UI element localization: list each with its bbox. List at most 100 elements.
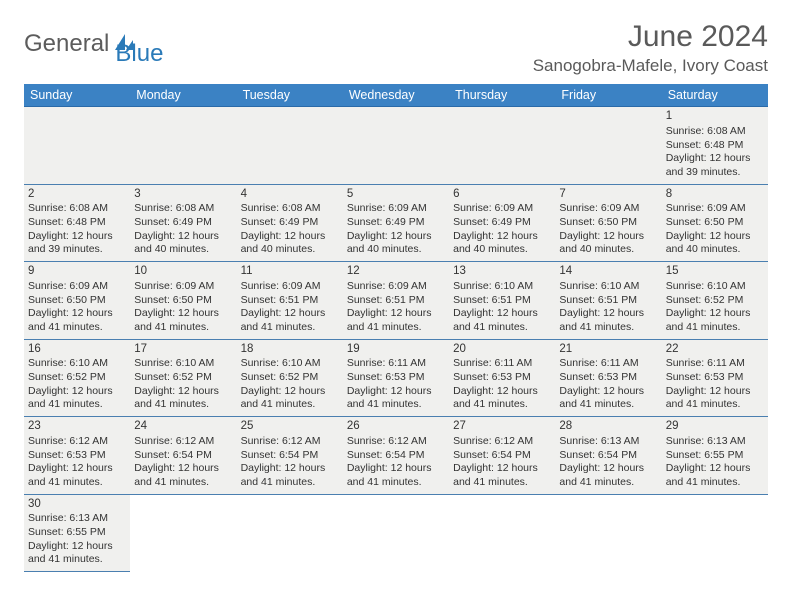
calendar-table: Sunday Monday Tuesday Wednesday Thursday… — [24, 84, 768, 572]
week-row: 30Sunrise: 6:13 AMSunset: 6:55 PMDayligh… — [24, 494, 768, 572]
week-row: 2Sunrise: 6:08 AMSunset: 6:48 PMDaylight… — [24, 184, 768, 262]
sunset-line: Sunset: 6:50 PM — [28, 294, 126, 308]
sunrise-line: Sunrise: 6:09 AM — [28, 280, 126, 294]
day-cell: 2Sunrise: 6:08 AMSunset: 6:48 PMDaylight… — [24, 184, 130, 262]
daylight-line: Daylight: 12 hours and 41 minutes. — [666, 462, 764, 489]
day-cell — [343, 494, 449, 572]
col-wednesday: Wednesday — [343, 84, 449, 107]
sunrise-line: Sunrise: 6:10 AM — [241, 357, 339, 371]
daylight-line: Daylight: 12 hours and 41 minutes. — [241, 462, 339, 489]
sunrise-line: Sunrise: 6:08 AM — [134, 202, 232, 216]
sunrise-line: Sunrise: 6:08 AM — [666, 125, 764, 139]
day-number: 10 — [134, 264, 232, 279]
sunrise-line: Sunrise: 6:12 AM — [28, 435, 126, 449]
day-cell: 22Sunrise: 6:11 AMSunset: 6:53 PMDayligh… — [662, 339, 768, 417]
month-title: June 2024 — [533, 20, 768, 54]
day-cell: 13Sunrise: 6:10 AMSunset: 6:51 PMDayligh… — [449, 262, 555, 340]
sunrise-line: Sunrise: 6:09 AM — [347, 280, 445, 294]
sunset-line: Sunset: 6:50 PM — [559, 216, 657, 230]
brand-main: General — [24, 30, 109, 58]
day-cell: 26Sunrise: 6:12 AMSunset: 6:54 PMDayligh… — [343, 417, 449, 495]
sunset-line: Sunset: 6:52 PM — [134, 371, 232, 385]
sunrise-line: Sunrise: 6:09 AM — [134, 280, 232, 294]
day-number: 30 — [28, 497, 126, 512]
col-monday: Monday — [130, 84, 236, 107]
sunset-line: Sunset: 6:52 PM — [666, 294, 764, 308]
sunset-line: Sunset: 6:54 PM — [241, 449, 339, 463]
daylight-line: Daylight: 12 hours and 41 minutes. — [28, 385, 126, 412]
sunset-line: Sunset: 6:54 PM — [559, 449, 657, 463]
day-cell: 16Sunrise: 6:10 AMSunset: 6:52 PMDayligh… — [24, 339, 130, 417]
daylight-line: Daylight: 12 hours and 41 minutes. — [241, 307, 339, 334]
day-number: 9 — [28, 264, 126, 279]
day-number: 14 — [559, 264, 657, 279]
sunset-line: Sunset: 6:55 PM — [28, 526, 126, 540]
day-number: 3 — [134, 187, 232, 202]
sunrise-line: Sunrise: 6:12 AM — [453, 435, 551, 449]
day-cell — [130, 107, 236, 185]
col-tuesday: Tuesday — [237, 84, 343, 107]
brand-logo: General Blue — [24, 20, 163, 68]
sunrise-line: Sunrise: 6:11 AM — [347, 357, 445, 371]
day-number: 1 — [666, 109, 764, 124]
sunrise-line: Sunrise: 6:10 AM — [666, 280, 764, 294]
day-cell: 18Sunrise: 6:10 AMSunset: 6:52 PMDayligh… — [237, 339, 343, 417]
day-cell: 14Sunrise: 6:10 AMSunset: 6:51 PMDayligh… — [555, 262, 661, 340]
daylight-line: Daylight: 12 hours and 41 minutes. — [28, 462, 126, 489]
daylight-line: Daylight: 12 hours and 41 minutes. — [134, 385, 232, 412]
daylight-line: Daylight: 12 hours and 41 minutes. — [453, 462, 551, 489]
day-number: 8 — [666, 187, 764, 202]
day-number: 27 — [453, 419, 551, 434]
daylight-line: Daylight: 12 hours and 41 minutes. — [666, 385, 764, 412]
sunset-line: Sunset: 6:49 PM — [241, 216, 339, 230]
daylight-line: Daylight: 12 hours and 40 minutes. — [241, 230, 339, 257]
sunset-line: Sunset: 6:52 PM — [28, 371, 126, 385]
day-number: 20 — [453, 342, 551, 357]
weekday-header-row: Sunday Monday Tuesday Wednesday Thursday… — [24, 84, 768, 107]
day-number: 17 — [134, 342, 232, 357]
col-sunday: Sunday — [24, 84, 130, 107]
sunset-line: Sunset: 6:52 PM — [241, 371, 339, 385]
day-number: 16 — [28, 342, 126, 357]
day-number: 29 — [666, 419, 764, 434]
day-number: 2 — [28, 187, 126, 202]
daylight-line: Daylight: 12 hours and 40 minutes. — [134, 230, 232, 257]
day-cell: 1Sunrise: 6:08 AMSunset: 6:48 PMDaylight… — [662, 107, 768, 185]
sunrise-line: Sunrise: 6:08 AM — [28, 202, 126, 216]
day-cell: 29Sunrise: 6:13 AMSunset: 6:55 PMDayligh… — [662, 417, 768, 495]
daylight-line: Daylight: 12 hours and 41 minutes. — [134, 307, 232, 334]
day-number: 19 — [347, 342, 445, 357]
daylight-line: Daylight: 12 hours and 41 minutes. — [453, 307, 551, 334]
sunrise-line: Sunrise: 6:10 AM — [559, 280, 657, 294]
daylight-line: Daylight: 12 hours and 40 minutes. — [347, 230, 445, 257]
day-cell: 17Sunrise: 6:10 AMSunset: 6:52 PMDayligh… — [130, 339, 236, 417]
daylight-line: Daylight: 12 hours and 39 minutes. — [666, 152, 764, 179]
sunset-line: Sunset: 6:51 PM — [347, 294, 445, 308]
sunrise-line: Sunrise: 6:10 AM — [28, 357, 126, 371]
sunrise-line: Sunrise: 6:13 AM — [666, 435, 764, 449]
daylight-line: Daylight: 12 hours and 41 minutes. — [28, 540, 126, 567]
day-number: 7 — [559, 187, 657, 202]
day-number: 24 — [134, 419, 232, 434]
day-number: 28 — [559, 419, 657, 434]
daylight-line: Daylight: 12 hours and 41 minutes. — [347, 307, 445, 334]
day-number: 15 — [666, 264, 764, 279]
day-cell: 30Sunrise: 6:13 AMSunset: 6:55 PMDayligh… — [24, 494, 130, 572]
col-saturday: Saturday — [662, 84, 768, 107]
day-number: 18 — [241, 342, 339, 357]
day-number: 4 — [241, 187, 339, 202]
sunrise-line: Sunrise: 6:13 AM — [559, 435, 657, 449]
sunrise-line: Sunrise: 6:10 AM — [453, 280, 551, 294]
day-cell: 20Sunrise: 6:11 AMSunset: 6:53 PMDayligh… — [449, 339, 555, 417]
daylight-line: Daylight: 12 hours and 41 minutes. — [347, 462, 445, 489]
day-number: 13 — [453, 264, 551, 279]
day-number: 21 — [559, 342, 657, 357]
day-cell: 25Sunrise: 6:12 AMSunset: 6:54 PMDayligh… — [237, 417, 343, 495]
sunrise-line: Sunrise: 6:09 AM — [453, 202, 551, 216]
sunset-line: Sunset: 6:53 PM — [453, 371, 551, 385]
sunset-line: Sunset: 6:50 PM — [134, 294, 232, 308]
sunset-line: Sunset: 6:53 PM — [559, 371, 657, 385]
page-header: General Blue June 2024 Sanogobra-Mafele,… — [24, 20, 768, 76]
week-row: 1Sunrise: 6:08 AMSunset: 6:48 PMDaylight… — [24, 107, 768, 185]
day-cell: 7Sunrise: 6:09 AMSunset: 6:50 PMDaylight… — [555, 184, 661, 262]
